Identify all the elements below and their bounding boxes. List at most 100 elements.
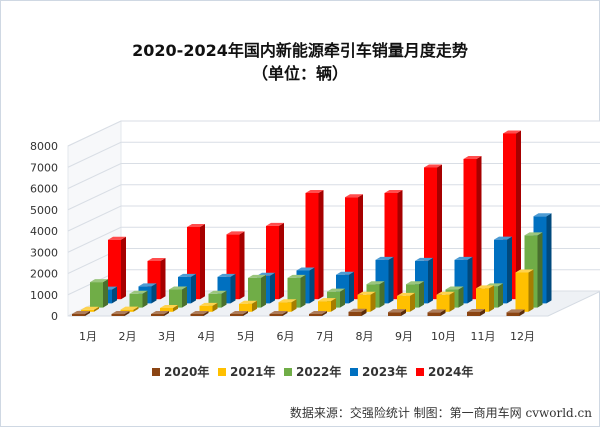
bar-2022年-3月 [169, 286, 187, 308]
bar-side [410, 292, 415, 312]
bar-side [230, 273, 236, 304]
bar-top [296, 267, 315, 271]
bar-side [546, 213, 552, 304]
bar-side [370, 291, 376, 312]
bar-2020年-3月 [151, 311, 169, 316]
legend-item-2024年: 2024年 [416, 364, 473, 379]
bar-side [94, 306, 99, 312]
bar-top [476, 285, 494, 289]
x-tick-label: 1月 [79, 330, 97, 343]
bar-side [239, 231, 245, 300]
y-tick-label: 4000 [30, 225, 58, 238]
gridline [67, 141, 600, 168]
bar-top [190, 311, 209, 314]
bar-front [318, 301, 331, 312]
bar-side [221, 290, 227, 308]
data-source: 数据来源：交强险统计 制图：第一商用车网 cvworld.cn [289, 406, 592, 420]
bar-top [503, 130, 521, 134]
bar-top [120, 306, 139, 310]
bar-top [533, 213, 552, 217]
bar-top [169, 286, 187, 290]
bar-side [121, 236, 126, 300]
bar-2021年-12月 [515, 269, 534, 312]
bar-front [108, 239, 121, 300]
bar-side [182, 286, 187, 308]
bar-top [494, 236, 512, 240]
bar-top [388, 309, 406, 313]
bar-side [151, 283, 157, 304]
bar-top [524, 232, 543, 236]
bar-2021年-9月 [397, 292, 415, 312]
bar-side [173, 304, 178, 312]
bar-top [151, 311, 169, 314]
bar-side [419, 281, 424, 308]
bar-side [498, 283, 503, 308]
bar-top [108, 236, 126, 240]
bar-front [151, 314, 164, 316]
x-tick-label: 5月 [237, 330, 255, 343]
bar-top [208, 290, 227, 294]
bar-side [537, 232, 543, 308]
bar-top [199, 302, 218, 306]
bar-side [203, 311, 209, 316]
bar-top [278, 299, 297, 303]
bar-top [239, 300, 257, 304]
bar-side [142, 290, 148, 308]
bar-side [349, 271, 354, 304]
bar-side [449, 291, 455, 312]
bar-side [124, 311, 130, 316]
bar-side [200, 223, 205, 300]
y-tick-label: 6000 [30, 183, 58, 196]
bar-top [357, 291, 376, 295]
bar-front [427, 312, 441, 316]
bar-front [81, 309, 94, 312]
bar-top [178, 273, 196, 277]
bar-front [111, 314, 125, 316]
bar-2021年-7月 [318, 298, 336, 312]
gridline [67, 163, 600, 189]
bar-top [375, 256, 394, 260]
bar-top [305, 189, 324, 193]
bar-top [248, 274, 266, 278]
bar-top [318, 298, 336, 302]
chart-title: 2020-2024年国内新能源牵引车销量月度走势 [132, 41, 468, 60]
bar-front [357, 294, 371, 312]
bar-front [515, 272, 529, 312]
bar-top [230, 311, 248, 314]
bar-top [427, 309, 446, 313]
bar-top [111, 311, 130, 314]
bar-2020年-9月 [388, 309, 406, 316]
bar-front [199, 305, 213, 312]
bar-front [160, 307, 173, 312]
bar-front [72, 314, 85, 316]
bar-2020年-10月 [427, 309, 446, 316]
bar-2020年-5月 [230, 311, 248, 316]
bar-side [243, 311, 248, 316]
bar-2020年-8月 [348, 308, 367, 316]
bar-side [300, 274, 306, 308]
bar-top [463, 155, 482, 159]
bar-side [489, 285, 494, 312]
bar-side [388, 256, 394, 304]
bar-top [384, 189, 403, 193]
bar-2021年-6月 [278, 299, 297, 312]
bar-side [112, 286, 117, 304]
bar-side [507, 236, 512, 304]
bar-front [388, 312, 401, 316]
legend-label: 2023年 [362, 364, 407, 379]
y-tick-label: 2000 [30, 268, 58, 281]
bar-front [120, 309, 134, 312]
bar-front [230, 314, 243, 316]
bar-front [169, 289, 182, 308]
gridline [67, 120, 600, 147]
bar-2020年-4月 [190, 311, 209, 316]
bar-top [415, 257, 433, 261]
bar-side [85, 311, 90, 316]
bar-top [269, 311, 288, 314]
bar-side [318, 189, 324, 300]
bar-side [397, 189, 403, 300]
bar-2024年-1月 [108, 236, 126, 300]
bar-top [397, 292, 415, 296]
bar-side [480, 308, 485, 316]
